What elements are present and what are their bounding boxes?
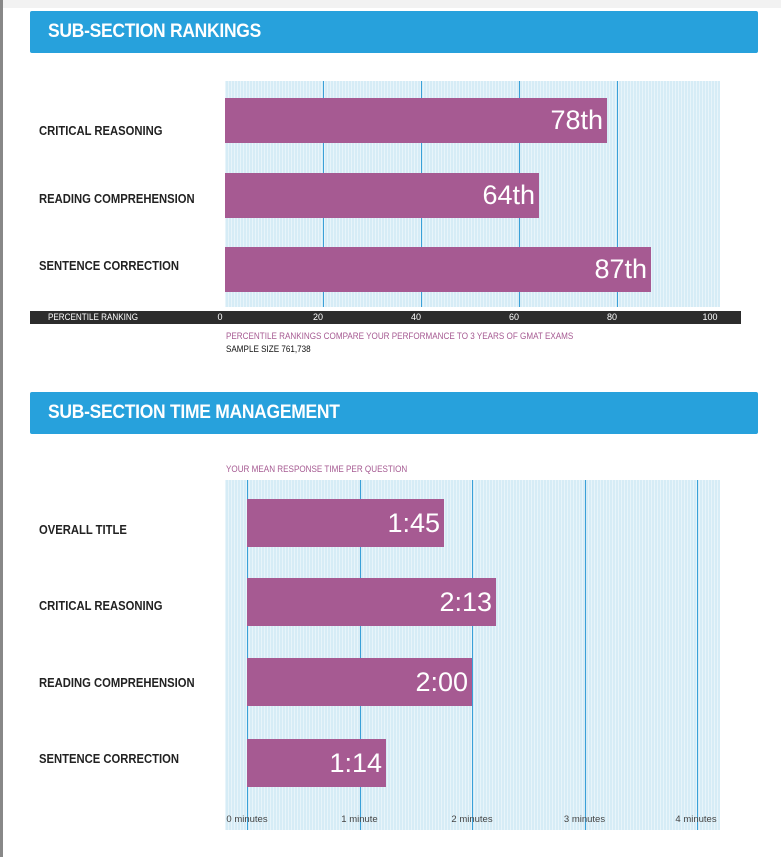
time-label-sentence-correction: SENTENCE CORRECTION <box>39 752 180 766</box>
time-tick-3: 3 minutes <box>563 814 606 825</box>
time-bar-sentence-correction: 1:14 <box>247 739 386 787</box>
time-bar-reading-comprehension: 2:00 <box>247 658 472 706</box>
time-label-critical-reasoning: CRITICAL REASONING <box>39 599 163 613</box>
percentile-tick-100: 100 <box>702 312 718 322</box>
time-tick-4: 4 minutes <box>675 814 717 825</box>
percentile-axis-label: PERCENTILE RANKING <box>48 312 139 322</box>
time-gridline-2 <box>472 480 473 830</box>
percentile-tick-0: 0 <box>217 312 223 322</box>
time-tick-1: 1 minute <box>341 814 378 825</box>
time-tick-0: 0 minutes <box>226 814 268 825</box>
time-label-overall: OVERALL TITLE <box>39 523 127 537</box>
ranking-label-sentence-correction: SENTENCE CORRECTION <box>39 259 180 273</box>
time-bar-critical-reasoning: 2:13 <box>247 578 496 626</box>
time-plot-area: 1:45 2:13 2:00 1:14 <box>225 480 720 830</box>
top-strip <box>3 0 781 8</box>
time-value-critical-reasoning: 2:13 <box>439 586 492 617</box>
ranking-value-reading-comprehension: 64th <box>482 180 535 210</box>
time-value-sentence-correction: 1:14 <box>329 747 382 778</box>
time-subtitle: YOUR MEAN RESPONSE TIME PER QUESTION <box>226 464 408 474</box>
ranking-label-critical-reasoning: CRITICAL REASONING <box>39 124 163 138</box>
rankings-note: PERCENTILE RANKINGS COMPARE YOUR PERFORM… <box>226 331 574 341</box>
ranking-gridline-80 <box>617 81 618 307</box>
time-header: SUB-SECTION TIME MANAGEMENT <box>30 392 758 434</box>
ranking-label-reading-comprehension: READING COMPREHENSION <box>39 192 195 206</box>
left-border <box>0 0 3 857</box>
time-value-overall-title: 1:45 <box>387 507 440 538</box>
ranking-value-sentence-correction: 87th <box>594 254 647 284</box>
percentile-axis: PERCENTILE RANKING 0 20 40 60 80 100 <box>30 311 741 324</box>
percentile-tick-60: 60 <box>508 312 520 322</box>
time-bar-overall-title: 1:45 <box>247 499 444 547</box>
time-gridline-4 <box>697 480 698 830</box>
time-title: SUB-SECTION TIME MANAGEMENT <box>48 402 340 423</box>
ranking-bar-sentence-correction: 87th <box>225 247 651 292</box>
time-gridline-0 <box>247 480 248 830</box>
time-label-reading-comprehension: READING COMPREHENSION <box>39 676 195 690</box>
percentile-tick-20: 20 <box>312 312 324 322</box>
rankings-title: SUB-SECTION RANKINGS <box>48 21 261 42</box>
ranking-bar-reading-comprehension: 64th <box>225 173 539 218</box>
ranking-bar-critical-reasoning: 78th <box>225 98 607 143</box>
time-gridline-1 <box>360 480 361 830</box>
time-tick-2: 2 minutes <box>451 814 493 825</box>
percentile-tick-40: 40 <box>410 312 422 322</box>
rankings-plot-area: 78th 64th 87th <box>225 81 720 307</box>
sample-size: SAMPLE SIZE 761,738 <box>226 344 311 354</box>
rankings-header: SUB-SECTION RANKINGS <box>30 11 758 53</box>
ranking-value-critical-reasoning: 78th <box>550 105 603 135</box>
time-gridline-3 <box>585 480 586 830</box>
percentile-tick-80: 80 <box>606 312 618 322</box>
time-value-reading-comprehension: 2:00 <box>415 666 468 697</box>
